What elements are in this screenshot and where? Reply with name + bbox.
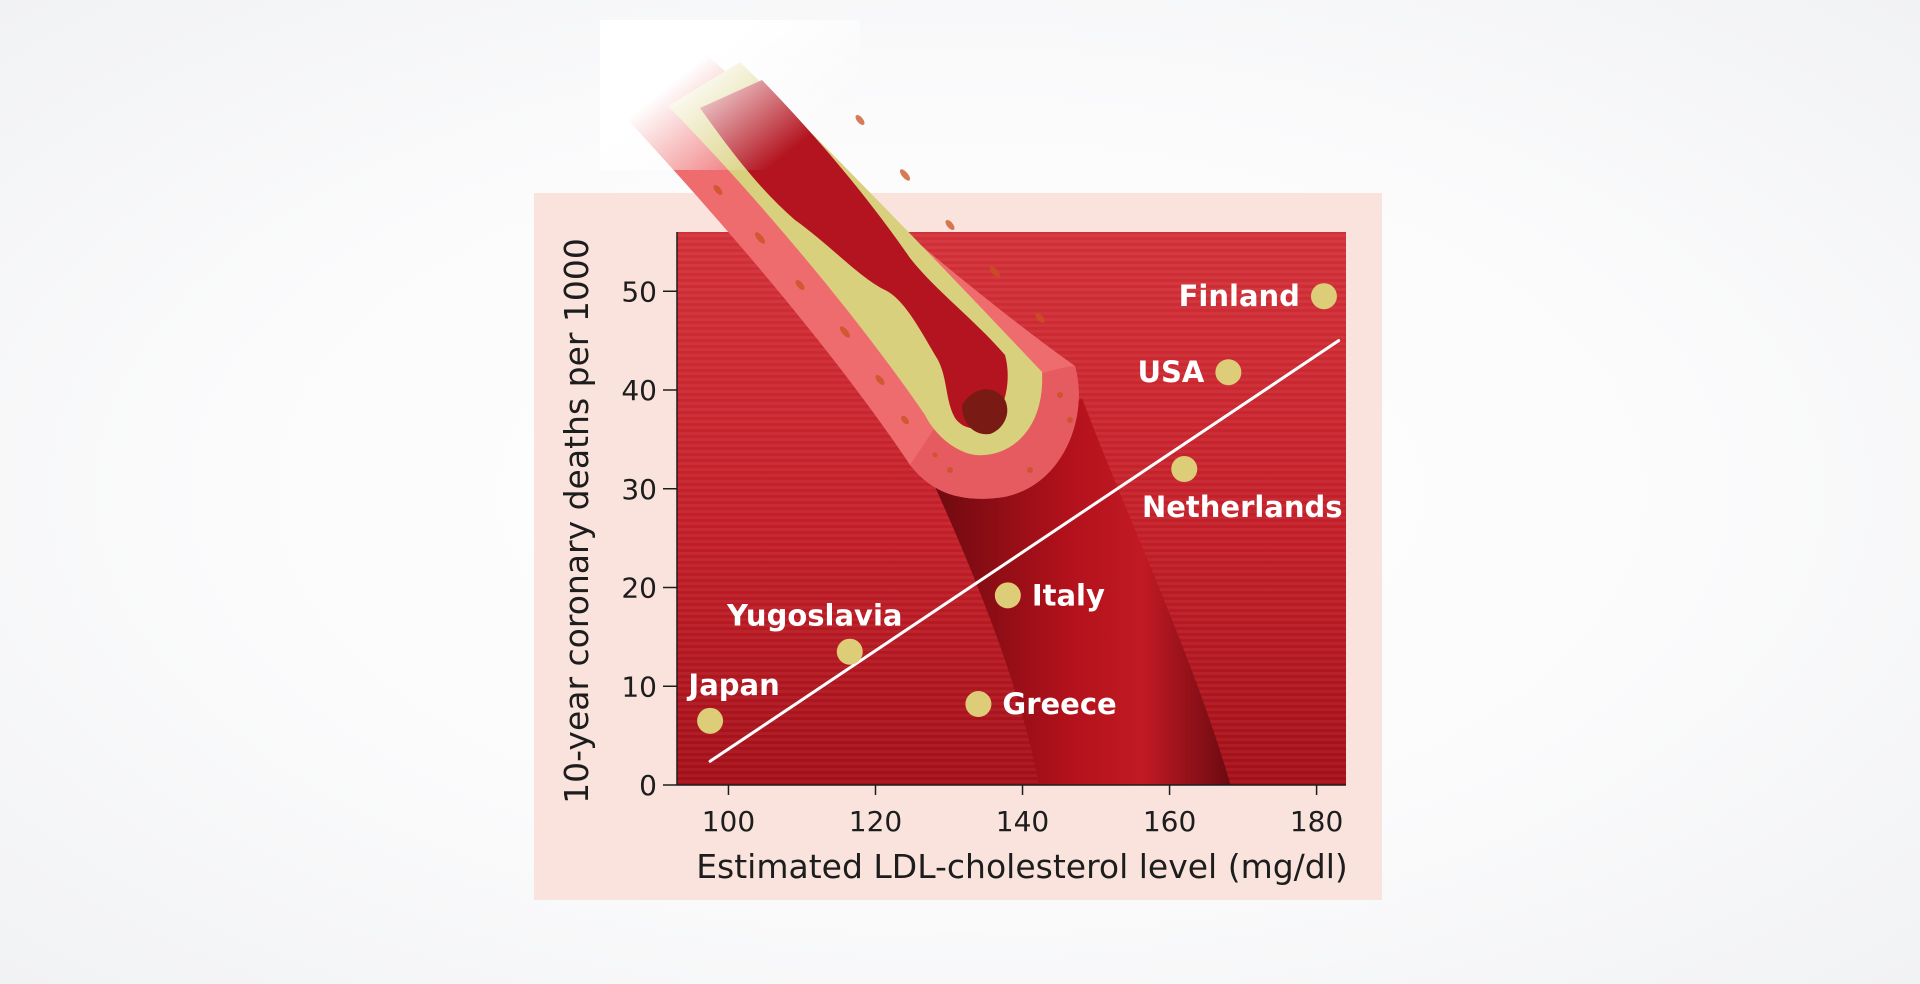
point-finland	[1310, 283, 1337, 310]
x-axis-label: Estimated LDL-cholesterol level (mg/dl)	[696, 847, 1348, 886]
point-label-netherlands: Netherlands	[1142, 490, 1343, 524]
y-tick-label: 10	[621, 670, 657, 703]
x-tick-label: 140	[996, 805, 1049, 838]
point-label-finland: Finland	[1179, 279, 1300, 313]
point-label-italy: Italy	[1032, 578, 1105, 612]
x-tick-label: 180	[1290, 805, 1343, 838]
y-tick-label: 0	[639, 769, 657, 802]
point-label-greece: Greece	[1002, 687, 1116, 721]
trend-line	[708, 339, 1341, 763]
point-label-yugoslavia: Yugoslavia	[726, 599, 902, 633]
y-tick-label: 50	[621, 275, 657, 308]
point-greece	[965, 691, 992, 718]
point-label-usa: USA	[1137, 355, 1204, 389]
y-axis-label: 10-year coronary deaths per 1000	[557, 238, 596, 804]
x-tick-label: 120	[849, 805, 902, 838]
y-tick-label: 20	[621, 572, 657, 605]
point-netherlands	[1171, 456, 1198, 482]
x-tick-label: 100	[702, 805, 755, 838]
x-tick-label: 160	[1143, 805, 1196, 838]
point-japan	[697, 707, 724, 734]
artery-cross-section	[600, 20, 1079, 499]
y-axis: 0 10 20 30 40 50	[621, 232, 678, 802]
y-tick-label: 40	[621, 374, 657, 407]
y-tick-label: 30	[621, 473, 657, 506]
x-axis: 100 120 140 160 180	[677, 784, 1346, 838]
point-italy	[994, 582, 1021, 609]
point-yugoslavia	[836, 638, 863, 665]
point-usa	[1215, 359, 1242, 386]
data-points: Japan Yugoslavia Greece Italy Netherlands USA…	[686, 279, 1343, 734]
point-label-japan: Japan	[686, 668, 779, 702]
